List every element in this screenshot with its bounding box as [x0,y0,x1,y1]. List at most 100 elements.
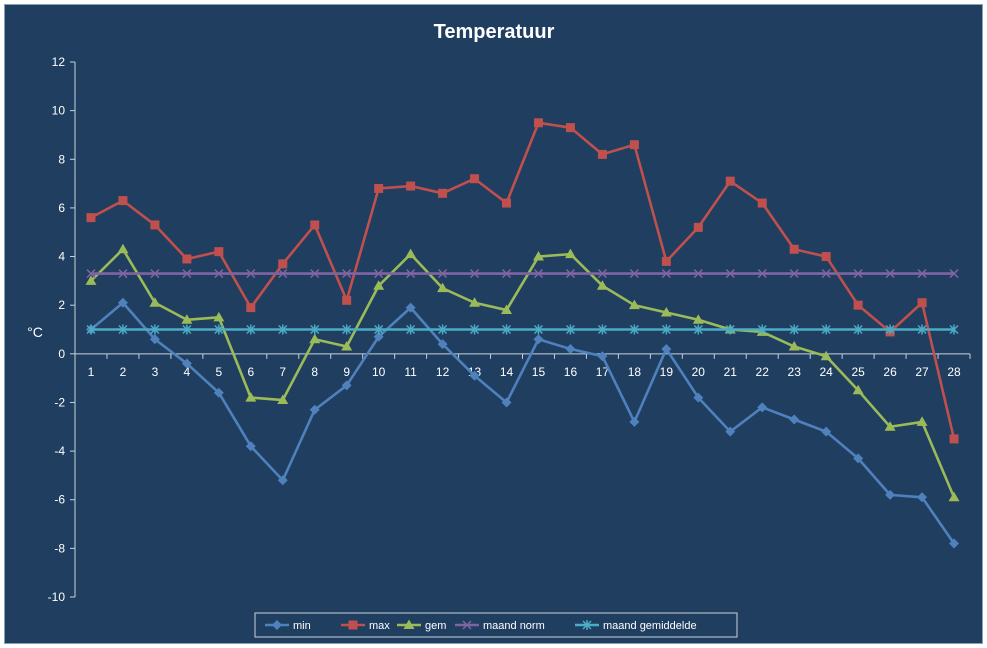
data-point-maand-gemiddelde [629,324,639,335]
data-point-maand-norm [278,269,288,279]
legend: min max gem maand norm maand gemiddelde [254,612,738,638]
x-tick-label: 12 [436,365,450,379]
data-point-min [181,358,192,369]
data-point-min [501,397,512,408]
y-tick-label: 4 [58,250,65,264]
data-point-max [629,140,639,150]
chart-title: Temperatuur [434,21,555,43]
data-point-max [757,198,767,208]
data-point-max [438,188,448,198]
data-point-min [789,414,800,425]
data-point-min [213,387,224,398]
data-point-min [949,538,960,549]
x-tick-label: 20 [692,365,706,379]
data-point-gem [85,275,97,285]
x-tick-label: 7 [279,365,286,379]
y-tick-label: 8 [58,152,65,166]
y-tick-label: 6 [58,201,65,215]
data-point-max [342,295,352,305]
data-point-maand-gemiddelde [150,324,160,335]
data-point-min [405,302,416,313]
data-point-maand-gemiddelde [789,324,799,335]
data-point-gem [245,392,257,402]
data-point-min [533,334,544,345]
data-point-maand-gemiddelde [310,324,320,335]
legend-marker-maand-gemiddelde [582,620,592,630]
data-point-maand-norm [949,269,959,279]
data-point-maand-gemiddelde [374,324,384,335]
data-point-maand-gemiddelde [501,324,512,335]
x-tick-label: 1 [88,365,95,379]
data-point-gem [405,248,417,259]
data-point-gem [309,333,321,344]
data-point-max [246,303,256,313]
data-point-gem [692,314,704,324]
data-point-min [245,441,256,452]
y-tick-label: -4 [54,444,65,458]
x-tick-label: 16 [564,365,578,379]
data-point-maand-norm [821,269,831,279]
data-point-maand-norm [86,269,96,279]
data-point-max [693,222,703,232]
data-point-max [917,298,927,308]
legend-marker-gem [403,619,415,629]
data-point-maand-norm [342,269,352,279]
data-point-max [86,213,96,223]
data-point-min [725,426,736,437]
x-tick-label: 23 [788,365,802,379]
series-line-max [90,121,956,440]
legend-marker-max [348,620,358,630]
data-point-gem [532,251,544,261]
data-point-maand-gemiddelde [533,324,544,335]
data-point-max [182,254,192,264]
x-tick-label: 9 [343,365,350,379]
data-point-min [437,339,448,350]
data-point-gem [181,314,193,324]
data-point-gem [788,341,800,351]
x-tick-label: 26 [883,365,897,379]
legend-label-min: min [293,620,311,632]
x-tick-label: 8 [311,365,318,379]
data-point-min [917,492,928,503]
data-point-maand-gemiddelde [182,324,192,335]
data-point-maand-norm [214,269,224,279]
data-point-max [406,181,416,191]
data-point-gem [437,282,449,293]
legend-marker-maand-norm [462,620,472,630]
data-point-maand-gemiddelde [406,324,416,335]
y-tick-label: 12 [52,55,66,69]
data-point-min [117,297,128,308]
data-point-maand-gemiddelde [278,324,288,335]
data-point-gem [564,248,576,259]
data-point-maand-norm [917,269,927,279]
data-point-max [565,123,575,133]
data-point-maand-norm [310,269,320,279]
series-maand-gemiddelde [86,324,959,335]
data-point-min [853,453,864,464]
data-point-gem [948,491,960,502]
data-point-maand-norm [565,269,575,279]
data-point-maand-norm [693,269,703,279]
x-tick-label: 18 [628,365,642,379]
data-point-maand-gemiddelde [118,324,128,335]
data-point-max [118,196,128,206]
y-tick-label: 10 [52,104,66,118]
series-min [85,297,960,549]
data-point-maand-norm [725,269,735,279]
data-point-maand-gemiddelde [917,324,927,335]
data-point-maand-norm [661,269,671,279]
x-tick-label: 19 [660,365,674,379]
data-point-max [470,174,480,184]
x-tick-label: 6 [247,365,254,379]
data-point-max [150,220,160,230]
y-axis-label: °C [27,324,43,340]
y-tick-label: -6 [54,493,65,507]
data-point-min [757,402,768,413]
data-point-maand-gemiddelde [214,324,224,335]
y-tick-label: -10 [48,590,66,604]
series-max [86,118,959,444]
data-point-gem [213,311,225,322]
x-tick-label: 2 [120,365,127,379]
data-point-min [373,331,384,342]
